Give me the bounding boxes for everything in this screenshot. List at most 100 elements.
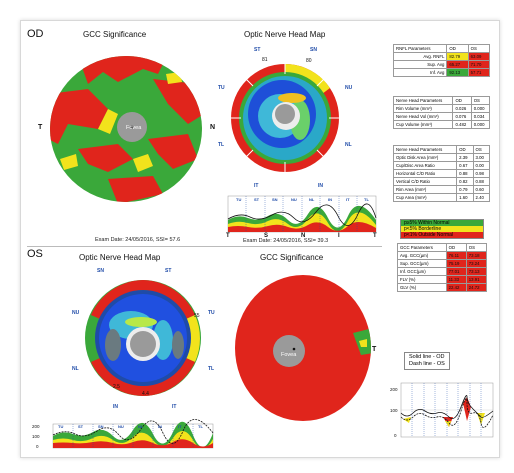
- od-graph-axis-n: N: [301, 233, 306, 239]
- gcc-row-od: 22.42: [445, 283, 467, 292]
- os-sector-it: IT: [172, 404, 177, 410]
- nerve-head-table-areas: Nerve Head Parameters OD OS Optic Disk Are…: [392, 145, 491, 202]
- nerve2-row-os: 0.00: [472, 161, 491, 170]
- rnfl-row-od: 65.27: [446, 60, 469, 69]
- rnfl-header-os: OS: [467, 44, 491, 53]
- nerve2-header-od: OD: [456, 145, 474, 154]
- rnfl-table: RNFL Parameters OD OS Avg. RNFL 82.79 63.09 …: [392, 44, 491, 77]
- os-sector-nl: NL: [72, 366, 79, 372]
- os-graph-seg-in: IN: [158, 424, 162, 429]
- od-onh-map: [231, 63, 339, 172]
- nerve2-row-od: 1.60: [456, 193, 474, 202]
- od-graph-seg-tl: TL: [364, 197, 369, 202]
- significance-legend: p≥5% Within Normal p<5% Borderline p<1% …: [400, 219, 484, 239]
- os-graph-ytick-0: 0: [36, 444, 39, 449]
- os-fovea-marker: [273, 335, 305, 367]
- od-gcc-map: [50, 56, 202, 202]
- nerve2-row-os: 3.00: [472, 153, 491, 162]
- od-sector-in: IN: [318, 183, 323, 189]
- gcc-header-od: OD: [445, 243, 467, 252]
- od-tsnit-graph: [227, 195, 377, 233]
- od-sector-tu: TU: [218, 85, 225, 91]
- rnfl-row-label: Avg. RNFL: [392, 52, 448, 61]
- od-gcc-title: GCC Significance: [83, 30, 147, 39]
- compare-ytick-100: 100: [390, 408, 398, 413]
- os-sector-tu: TU: [208, 310, 215, 316]
- nerve2-row-os: 0.88: [472, 177, 491, 186]
- nerve2-row-od: 0.88: [456, 169, 474, 178]
- os-sector-nu: NU: [72, 310, 80, 316]
- os-fovea-label: Fovea: [281, 352, 297, 358]
- rnfl-row-od: 92.13: [446, 68, 469, 77]
- od-graph-axis-t1: T: [226, 233, 230, 239]
- compare-graph: [400, 382, 494, 438]
- gcc-row-os: 73.24: [465, 259, 488, 268]
- os-graph-seg-nu: NU: [118, 424, 124, 429]
- os-graph-seg-nl: NL: [138, 424, 144, 429]
- os-ring-value-left-bottom: 2.5: [113, 384, 120, 390]
- nerve2-row-od: 0.82: [456, 177, 474, 186]
- nerve2-row-od: 2.39: [456, 153, 474, 162]
- compare-ytick-0: 0: [394, 433, 397, 438]
- line-legend: Solid line - OD Dash line - OS: [404, 352, 450, 370]
- nerve2-header-os: OS: [472, 145, 491, 154]
- nerve1-row-label: Nerve Head Vol (mm³): [392, 112, 454, 121]
- od-ring-value-top-right: 80: [306, 58, 312, 64]
- od-exam-right: Exam Date: 24/05/2016, SSI= 39.3: [243, 238, 329, 244]
- od-fovea-label: Fovea: [126, 125, 142, 131]
- os-graph-seg-tu: TU: [58, 424, 64, 429]
- nerve2-row-label: Horizontal C/D Ratio: [392, 169, 458, 178]
- od-sector-nu: NU: [345, 85, 353, 91]
- legend-borderline: p<5% Borderline: [401, 226, 483, 232]
- gcc-table: GCC Parameters OD OS Avg. GCC(µm) 76.11 73.1…: [397, 243, 488, 292]
- os-gcc-map: [235, 275, 371, 421]
- od-sector-st: ST: [254, 47, 261, 53]
- section-divider: [27, 246, 382, 247]
- gcc-row-label: Avg. GCC(µm): [397, 251, 447, 260]
- os-gcc-title: GCC Significance: [260, 253, 324, 262]
- rnfl-header-label: RNFL Parameters: [392, 44, 448, 53]
- rnfl-row-label: Inf. Avg: [392, 68, 448, 77]
- od-sector-tl: TL: [218, 142, 225, 148]
- nerve1-row-label: Rim Volume (mm³): [392, 104, 454, 113]
- od-graph-seg-it: IT: [346, 197, 350, 202]
- nerve2-row-os: 0.98: [472, 169, 491, 178]
- od-graph-axis-s: S: [264, 233, 269, 239]
- od-ring-value-bottom-right: 107: [310, 170, 319, 176]
- nerve2-row-os: 0.60: [472, 185, 491, 194]
- od-graph-seg-st: ST: [254, 197, 260, 202]
- os-graph-seg-tl: TL: [198, 424, 203, 429]
- od-graph-seg-in: IN: [328, 197, 332, 202]
- os-tsnit-graph: [52, 419, 214, 449]
- nerve2-row-label: Optic Disk Area (mm²): [392, 153, 458, 162]
- os-gcc-right-label: T: [372, 346, 377, 353]
- nerve1-header-os: OS: [470, 96, 491, 105]
- nerve2-row-label: Rim Area (mm²): [392, 185, 458, 194]
- os-ring-value-bottom: 4.4: [142, 391, 149, 397]
- os-sector-st: ST: [165, 268, 172, 274]
- od-graph-seg-nu: NU: [291, 197, 297, 202]
- gcc-row-label: Inf. GCC(µm): [397, 267, 447, 276]
- nerve2-row-label: Cup/Disc Area Ratio: [392, 161, 458, 170]
- nerve2-header-label: Nerve Head Parameters: [392, 145, 458, 154]
- gcc-row-os: 13.91: [465, 275, 488, 284]
- nerve-head-table-volumes: Nerve Head Parameters OD OS Rim Volume (mm…: [392, 96, 491, 129]
- od-eye-label: OD: [27, 28, 44, 40]
- legend-outside: p<1% Outside Normal: [401, 232, 483, 238]
- od-exam-left: Exam Date: 24/05/2016, SSI= 57.6: [95, 237, 181, 243]
- od-gcc-left-label: T: [38, 124, 43, 131]
- os-onh-map: [85, 280, 201, 396]
- rnfl-row-os: 71.70: [467, 60, 491, 69]
- rnfl-row-label: Sup. Avg: [392, 60, 448, 69]
- nerve2-row-od: 0.79: [456, 185, 474, 194]
- os-sector-in: IN: [113, 404, 118, 410]
- rnfl-header-od: OD: [446, 44, 469, 53]
- line-legend-solid: Solid line - OD: [409, 354, 445, 360]
- od-graph-axis-i: I: [338, 233, 340, 239]
- gcc-row-os: 24.72: [465, 283, 488, 292]
- rnfl-row-od: 82.79: [446, 52, 469, 61]
- nerve2-row-os: 2.40: [472, 193, 491, 202]
- os-ring-value-right: 55: [194, 313, 200, 319]
- os-onh-title: Optic Nerve Head Map: [79, 253, 161, 262]
- gcc-header-os: OS: [465, 243, 488, 252]
